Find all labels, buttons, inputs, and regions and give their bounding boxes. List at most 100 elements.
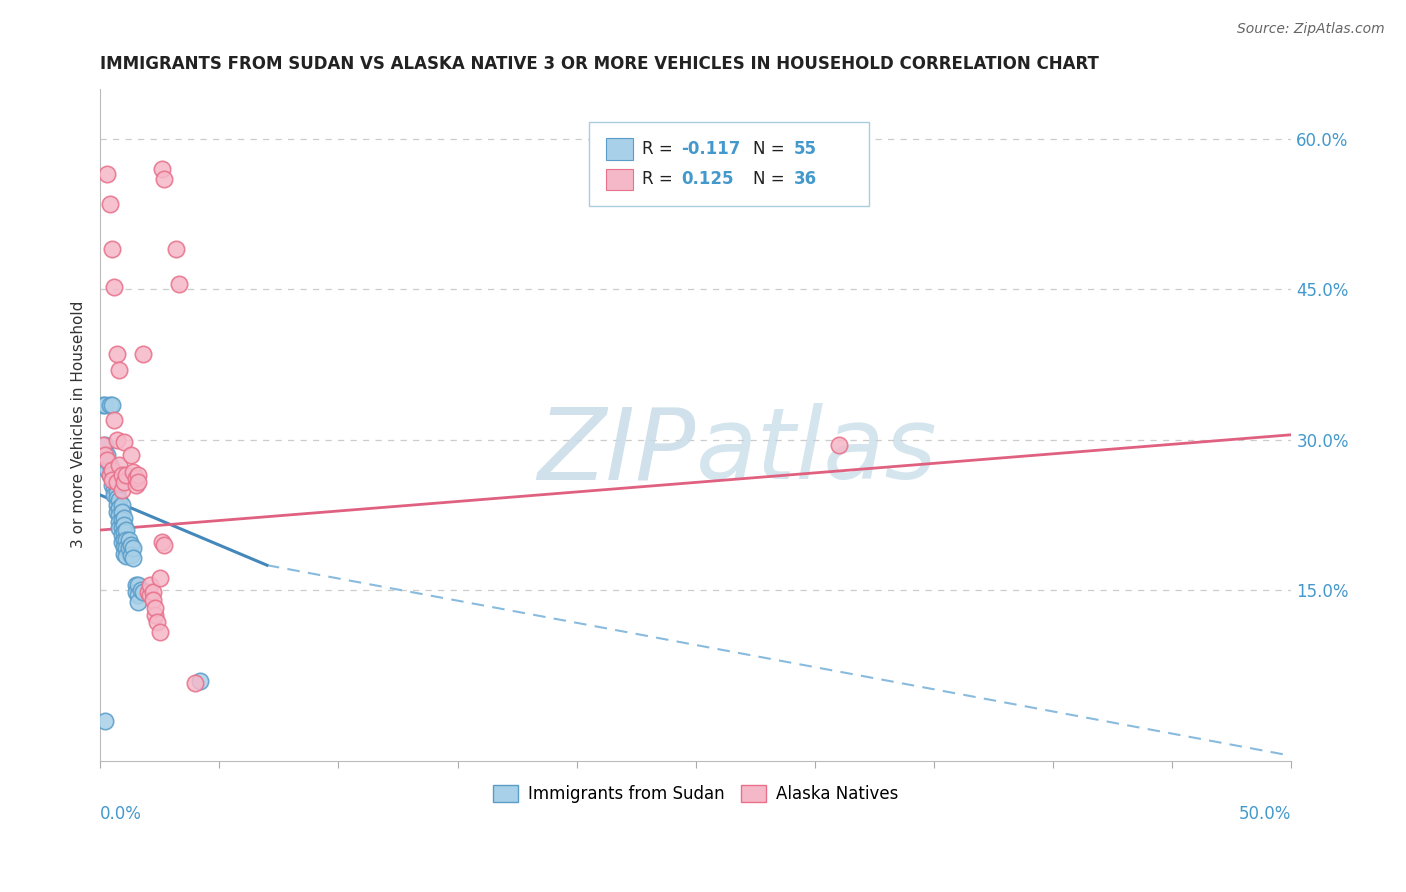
Point bbox=[125, 478, 148, 492]
Point bbox=[127, 475, 149, 489]
Point bbox=[127, 578, 149, 592]
Point bbox=[103, 488, 125, 502]
Point bbox=[132, 585, 155, 599]
Point bbox=[91, 438, 114, 452]
Point bbox=[96, 448, 118, 462]
Point bbox=[127, 467, 149, 482]
Point bbox=[115, 533, 138, 547]
Text: 0.125: 0.125 bbox=[682, 170, 734, 188]
Point bbox=[96, 453, 118, 467]
Point bbox=[143, 601, 166, 615]
Text: ZIP: ZIP bbox=[537, 403, 696, 500]
Point bbox=[103, 473, 125, 487]
Point bbox=[108, 508, 131, 522]
Point bbox=[188, 673, 211, 688]
Point bbox=[141, 585, 163, 599]
Point bbox=[96, 463, 118, 477]
Text: R =: R = bbox=[643, 140, 678, 158]
Point bbox=[150, 161, 173, 176]
Point bbox=[98, 398, 121, 412]
Point bbox=[108, 521, 131, 535]
Point bbox=[120, 548, 142, 562]
Point bbox=[105, 433, 128, 447]
Point bbox=[136, 585, 159, 599]
Point bbox=[146, 615, 169, 630]
Point bbox=[143, 608, 166, 623]
Point bbox=[110, 535, 132, 549]
Legend: Immigrants from Sudan, Alaska Natives: Immigrants from Sudan, Alaska Natives bbox=[486, 778, 905, 810]
Point bbox=[115, 541, 138, 555]
Text: 55: 55 bbox=[793, 140, 817, 158]
Point bbox=[122, 541, 145, 555]
Point bbox=[110, 513, 132, 527]
Text: 50.0%: 50.0% bbox=[1239, 805, 1292, 822]
Point bbox=[153, 172, 176, 186]
Point bbox=[150, 535, 173, 549]
Point bbox=[129, 583, 152, 598]
Point bbox=[110, 483, 132, 497]
Point bbox=[94, 714, 117, 728]
Text: R =: R = bbox=[643, 170, 678, 188]
Text: N =: N = bbox=[754, 170, 790, 188]
Point bbox=[149, 625, 172, 640]
Point bbox=[125, 578, 148, 592]
Point bbox=[112, 518, 135, 533]
Point bbox=[110, 467, 132, 482]
Text: -0.117: -0.117 bbox=[682, 140, 741, 158]
Point bbox=[101, 398, 124, 412]
Point bbox=[125, 471, 148, 485]
Point bbox=[115, 523, 138, 537]
Point bbox=[105, 498, 128, 512]
Point bbox=[105, 478, 128, 492]
Point bbox=[110, 505, 132, 519]
Point bbox=[139, 578, 162, 592]
Text: N =: N = bbox=[754, 140, 790, 158]
Point bbox=[108, 500, 131, 515]
Point bbox=[184, 675, 207, 690]
Point bbox=[112, 540, 135, 554]
Text: atlas: atlas bbox=[696, 403, 938, 500]
Point bbox=[141, 593, 163, 607]
Point bbox=[112, 524, 135, 539]
Point bbox=[94, 398, 117, 412]
Point bbox=[122, 465, 145, 479]
Point bbox=[101, 463, 124, 477]
Point bbox=[118, 533, 141, 547]
Point bbox=[167, 277, 190, 292]
Point bbox=[94, 448, 117, 462]
Point bbox=[110, 498, 132, 512]
FancyBboxPatch shape bbox=[606, 169, 633, 190]
FancyBboxPatch shape bbox=[606, 138, 633, 160]
Point bbox=[98, 467, 121, 482]
Text: 36: 36 bbox=[793, 170, 817, 188]
Point bbox=[108, 458, 131, 472]
Point bbox=[153, 538, 176, 552]
Point bbox=[103, 413, 125, 427]
Point bbox=[101, 463, 124, 477]
Point bbox=[112, 434, 135, 449]
Point bbox=[108, 515, 131, 529]
Point bbox=[101, 478, 124, 492]
Point bbox=[122, 551, 145, 566]
Point bbox=[105, 484, 128, 499]
Point bbox=[112, 547, 135, 561]
Point bbox=[98, 467, 121, 482]
Point bbox=[105, 491, 128, 505]
Point bbox=[98, 458, 121, 472]
Point bbox=[125, 585, 148, 599]
Point bbox=[139, 588, 162, 602]
Point bbox=[110, 520, 132, 534]
Point bbox=[105, 475, 128, 489]
Text: IMMIGRANTS FROM SUDAN VS ALASKA NATIVE 3 OR MORE VEHICLES IN HOUSEHOLD CORRELATI: IMMIGRANTS FROM SUDAN VS ALASKA NATIVE 3… bbox=[100, 55, 1099, 73]
Point bbox=[165, 242, 187, 256]
Point bbox=[103, 280, 125, 294]
Point bbox=[108, 362, 131, 376]
Point bbox=[91, 398, 114, 412]
Point bbox=[149, 571, 172, 585]
Point bbox=[98, 197, 121, 211]
Y-axis label: 3 or more Vehicles in Household: 3 or more Vehicles in Household bbox=[72, 301, 86, 549]
Point bbox=[105, 505, 128, 519]
Point bbox=[96, 167, 118, 181]
Point bbox=[101, 242, 124, 256]
Point bbox=[112, 511, 135, 525]
